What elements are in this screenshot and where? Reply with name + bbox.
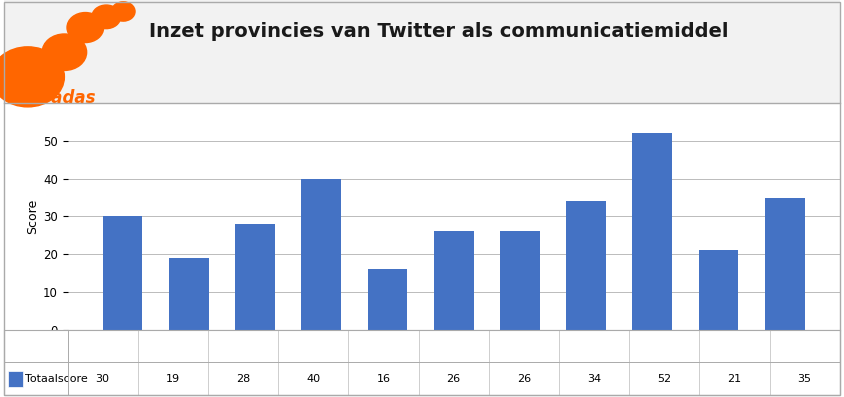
Bar	[500, 231, 540, 330]
Text: Stradas: Stradas	[24, 89, 96, 107]
Text: 26: 26	[517, 374, 531, 384]
Y-axis label: Score: Score	[26, 199, 39, 234]
Text: 19: 19	[165, 374, 180, 384]
Text: 21: 21	[728, 374, 742, 384]
Bar	[103, 216, 143, 330]
Text: 34: 34	[587, 374, 601, 384]
Text: 26: 26	[446, 374, 461, 384]
Text: 52: 52	[657, 374, 671, 384]
Circle shape	[111, 2, 135, 21]
Circle shape	[67, 13, 104, 42]
Text: 16: 16	[376, 374, 391, 384]
Text: 35: 35	[798, 374, 812, 384]
Bar	[699, 251, 738, 330]
Circle shape	[0, 47, 64, 107]
Bar	[632, 133, 672, 330]
Bar	[367, 269, 408, 330]
Circle shape	[92, 5, 121, 29]
Circle shape	[42, 34, 87, 70]
Bar	[235, 224, 275, 330]
Bar	[301, 179, 341, 330]
Text: 40: 40	[306, 374, 321, 384]
Bar	[765, 198, 804, 330]
Text: 28: 28	[236, 374, 250, 384]
Text: Totaalscore: Totaalscore	[25, 374, 88, 384]
Bar	[169, 258, 208, 330]
Text: 30: 30	[95, 374, 110, 384]
Bar	[566, 201, 606, 330]
Bar	[434, 231, 473, 330]
Text: Inzet provincies van Twitter als communicatiemiddel: Inzet provincies van Twitter als communi…	[149, 22, 728, 41]
